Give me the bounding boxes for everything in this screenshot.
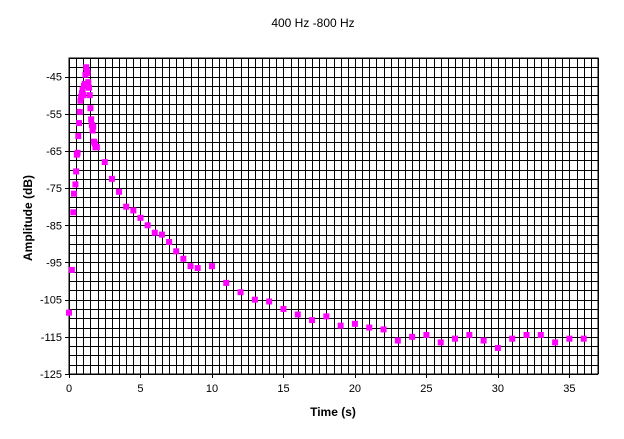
data-point	[208, 263, 215, 270]
data-point	[552, 339, 559, 346]
data-point	[90, 123, 97, 130]
data-point	[91, 140, 98, 147]
data-point	[194, 265, 201, 272]
data-point	[81, 81, 88, 88]
data-point	[144, 222, 151, 229]
data-point	[83, 64, 90, 71]
data-point	[323, 313, 330, 320]
data-point	[108, 175, 115, 182]
data-point	[173, 248, 180, 255]
data-point	[494, 344, 501, 351]
x-tick-label: 20	[349, 383, 361, 395]
data-point	[423, 331, 430, 338]
data-point	[452, 335, 459, 342]
data-point	[366, 324, 373, 331]
data-point	[86, 84, 93, 91]
y-tick-label: -75	[46, 183, 62, 195]
data-point	[509, 335, 516, 342]
data-point	[80, 92, 87, 99]
data-point	[116, 188, 123, 195]
chart-title: 400 Hz -800 Hz	[271, 16, 354, 30]
data-point	[466, 331, 473, 338]
data-point	[280, 305, 287, 312]
x-tick-label: 5	[137, 383, 143, 395]
data-point	[351, 320, 358, 327]
data-point	[93, 144, 100, 151]
x-tick-label: 10	[206, 383, 218, 395]
data-point	[380, 326, 387, 333]
data-point	[580, 335, 587, 342]
data-point	[251, 296, 258, 303]
data-point	[394, 337, 401, 344]
x-tick-label: 25	[420, 383, 432, 395]
data-point	[523, 331, 530, 338]
data-point	[337, 322, 344, 329]
y-tick-label: -95	[46, 257, 62, 269]
data-point	[70, 209, 77, 216]
data-point	[480, 337, 487, 344]
y-tick-label: -85	[46, 220, 62, 232]
data-point	[101, 159, 108, 166]
data-point	[123, 203, 130, 210]
data-point	[566, 335, 573, 342]
data-point	[75, 133, 82, 140]
data-point	[187, 263, 194, 270]
data-series	[66, 64, 587, 351]
data-point	[309, 317, 316, 324]
data-point	[66, 309, 72, 316]
data-point	[76, 120, 83, 127]
x-tick-label: 35	[563, 383, 575, 395]
data-point	[86, 92, 93, 99]
data-point	[437, 339, 444, 346]
y-tick-label: -105	[40, 295, 62, 307]
y-tick-label: -125	[40, 369, 62, 381]
data-point	[130, 207, 137, 214]
data-point	[72, 181, 79, 188]
data-point	[294, 311, 301, 318]
x-tick-label: 30	[492, 383, 504, 395]
data-point	[87, 105, 94, 112]
y-tick-label: -55	[46, 109, 62, 121]
y-tick-label: -65	[46, 146, 62, 158]
data-point	[180, 255, 187, 262]
data-point	[79, 86, 86, 93]
y-axis-label: Amplitude (dB)	[21, 175, 35, 261]
data-point	[84, 69, 91, 76]
data-point	[137, 214, 144, 221]
grid	[69, 58, 599, 375]
x-tick-label: 15	[277, 383, 289, 395]
y-axis-ticks: -45 -55 -65 -75 -85 -95 -105 -115 -125	[40, 72, 69, 381]
data-point	[223, 279, 230, 286]
data-point	[89, 127, 96, 134]
data-point	[266, 298, 273, 305]
x-axis-label: Time (s)	[310, 405, 356, 419]
data-point	[71, 190, 78, 197]
data-point	[151, 229, 158, 236]
data-point	[73, 168, 80, 175]
plot-area	[68, 57, 599, 375]
data-point	[237, 289, 244, 296]
x-tick-label: 0	[66, 383, 72, 395]
data-point	[88, 116, 95, 123]
y-tick-label: -45	[46, 72, 62, 84]
data-point	[409, 333, 416, 340]
data-point	[166, 239, 173, 246]
data-point	[76, 108, 83, 115]
data-point	[68, 266, 75, 273]
data-point	[77, 97, 84, 104]
data-point	[537, 331, 544, 338]
y-tick-label: -115	[41, 332, 62, 344]
x-axis-ticks: 0 5 10 15 20 25 30 35	[66, 374, 576, 395]
data-point	[85, 79, 92, 86]
data-point	[158, 231, 165, 238]
data-point	[74, 149, 81, 156]
